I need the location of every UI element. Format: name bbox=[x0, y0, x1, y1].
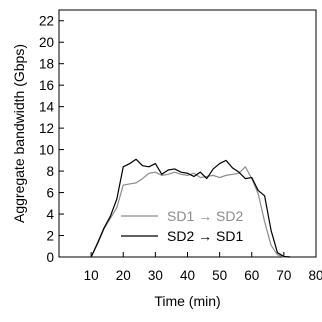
y-axis-label: Aggregate bandwidth (Gbps) bbox=[11, 44, 27, 223]
x-tick-label: 30 bbox=[148, 268, 163, 283]
y-tick-label: 12 bbox=[39, 121, 54, 136]
x-tick-label: 60 bbox=[244, 268, 259, 283]
legend-label-sd1-sd2: SD1 → SD2 bbox=[167, 208, 243, 224]
y-tick-label: 18 bbox=[39, 57, 54, 72]
x-tick-label: 20 bbox=[116, 268, 131, 283]
legend-label-sd2-sd1: SD2 → SD1 bbox=[167, 228, 243, 244]
y-axis: 0 2 4 6 8 10 12 14 16 18 20 22 bbox=[39, 14, 64, 265]
x-tick-label: 80 bbox=[308, 268, 322, 283]
x-tick-label: 40 bbox=[180, 268, 195, 283]
legend: SD1 → SD2 SD2 → SD1 bbox=[121, 208, 243, 244]
y-tick-label: 20 bbox=[39, 35, 54, 50]
x-tick-label: 70 bbox=[276, 268, 291, 283]
y-tick-label: 4 bbox=[46, 207, 54, 222]
series-layer bbox=[90, 158, 291, 258]
x-axis: 10 20 30 40 50 60 70 80 bbox=[58, 252, 322, 283]
x-tick-label: 10 bbox=[84, 268, 99, 283]
y-tick-label: 6 bbox=[46, 186, 54, 201]
y-tick-label: 22 bbox=[39, 14, 54, 29]
y-tick-label: 14 bbox=[39, 100, 55, 115]
x-tick-label: 50 bbox=[212, 268, 227, 283]
y-tick-label: 10 bbox=[39, 143, 54, 158]
x-axis-label: Time (min) bbox=[154, 293, 220, 309]
y-tick-label: 8 bbox=[46, 164, 54, 179]
y-tick-label: 0 bbox=[46, 250, 54, 265]
y-tick-label: 16 bbox=[39, 78, 54, 93]
series-line-sd2-sd1 bbox=[90, 158, 291, 258]
y-tick-label: 2 bbox=[46, 229, 54, 244]
